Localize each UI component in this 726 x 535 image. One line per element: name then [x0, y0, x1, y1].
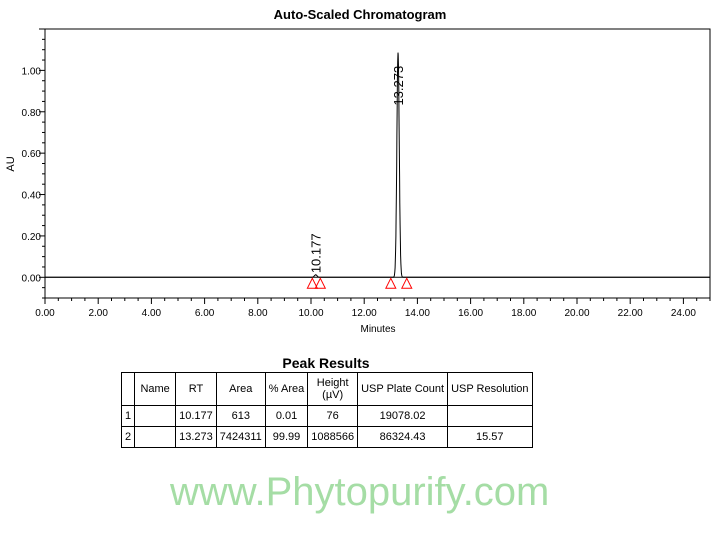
table-cell: 76: [307, 405, 359, 427]
plot-frame: [44, 28, 711, 299]
column-header: Height (µV): [307, 372, 359, 406]
table-cell: 86324.43: [357, 426, 449, 448]
peak-marker-triangle: [384, 277, 397, 289]
table-cell: 15.57: [447, 426, 533, 448]
x-tick-label: 12.00: [352, 308, 377, 319]
y-tick-label: 0.60: [22, 149, 42, 160]
x-tick-label: 10.00: [298, 308, 323, 319]
column-header: Area: [215, 372, 266, 406]
x-tick-label: 4.00: [142, 308, 162, 319]
table-row: 2 13.273 7424311 99.99 1088566 86324.43 15.57: [120, 426, 533, 448]
peak-label: 10.177: [309, 233, 324, 273]
y-tick-label: 1.00: [22, 66, 42, 77]
table-cell: 0.01: [264, 405, 309, 427]
column-header: RT: [175, 372, 217, 406]
x-tick-label: 14.00: [405, 308, 430, 319]
peak-marker-triangle: [400, 277, 413, 289]
y-axis-label: AU: [5, 156, 17, 171]
x-tick-label: 8.00: [248, 308, 268, 319]
peak-marker-triangle: [306, 277, 319, 289]
table-cell: [447, 405, 533, 427]
column-header: USP Resolution: [447, 372, 533, 406]
column-header: % Area: [264, 372, 309, 406]
table-title: Peak Results: [282, 355, 370, 371]
table-cell: 1088566: [307, 426, 359, 448]
table-row: 1 10.177 613 0.01 76 19078.02: [120, 405, 533, 427]
x-tick-label: 2.00: [88, 308, 108, 319]
column-header: Name: [134, 372, 177, 406]
table-cell: 2: [120, 426, 136, 448]
x-tick-label: 20.00: [564, 308, 589, 319]
x-tick-label: 6.00: [195, 308, 215, 319]
column-header: [120, 372, 136, 406]
table-cell: 13.273: [175, 426, 217, 448]
table-cell: 10.177: [175, 405, 217, 427]
table-cell: 99.99: [264, 426, 309, 448]
y-tick-label: 0.00: [22, 273, 42, 284]
chromatogram-trace: [45, 52, 710, 278]
table-cell: 613: [215, 405, 266, 427]
watermark: www.Phytopurify.com: [170, 470, 550, 514]
chromatogram-chart: Auto-Scaled Chromatogram AU Minutes 0.00…: [5, 7, 711, 335]
table-cell: 7424311: [215, 426, 266, 448]
table-header-row: Name RT Area% Area Height (µV) USP Plate Coun…: [120, 372, 533, 406]
y-tick-label: 0.40: [22, 191, 42, 202]
table-cell: [134, 426, 177, 448]
x-tick-label: 22.00: [618, 308, 643, 319]
peak-label: 13.273: [391, 66, 406, 106]
peak-results-table: Name RT Area% Area Height (µV) USP Plate Coun…: [120, 372, 533, 448]
table-cell: 19078.02: [357, 405, 449, 427]
x-tick-label: 16.00: [458, 308, 483, 319]
x-tick-label: 18.00: [511, 308, 536, 319]
table-cell: [134, 405, 177, 427]
table-cell: 1: [120, 405, 136, 427]
y-tick-label: 0.80: [22, 108, 42, 119]
y-tick-label: 0.20: [22, 232, 42, 243]
peak-marker-triangle: [314, 277, 327, 289]
column-header: USP Plate Count: [357, 372, 449, 406]
x-tick-label: 24.00: [671, 308, 696, 319]
chart-title: Auto-Scaled Chromatogram: [274, 7, 447, 22]
x-tick-label: 0.00: [35, 308, 55, 319]
x-axis-label: Minutes: [360, 324, 395, 335]
